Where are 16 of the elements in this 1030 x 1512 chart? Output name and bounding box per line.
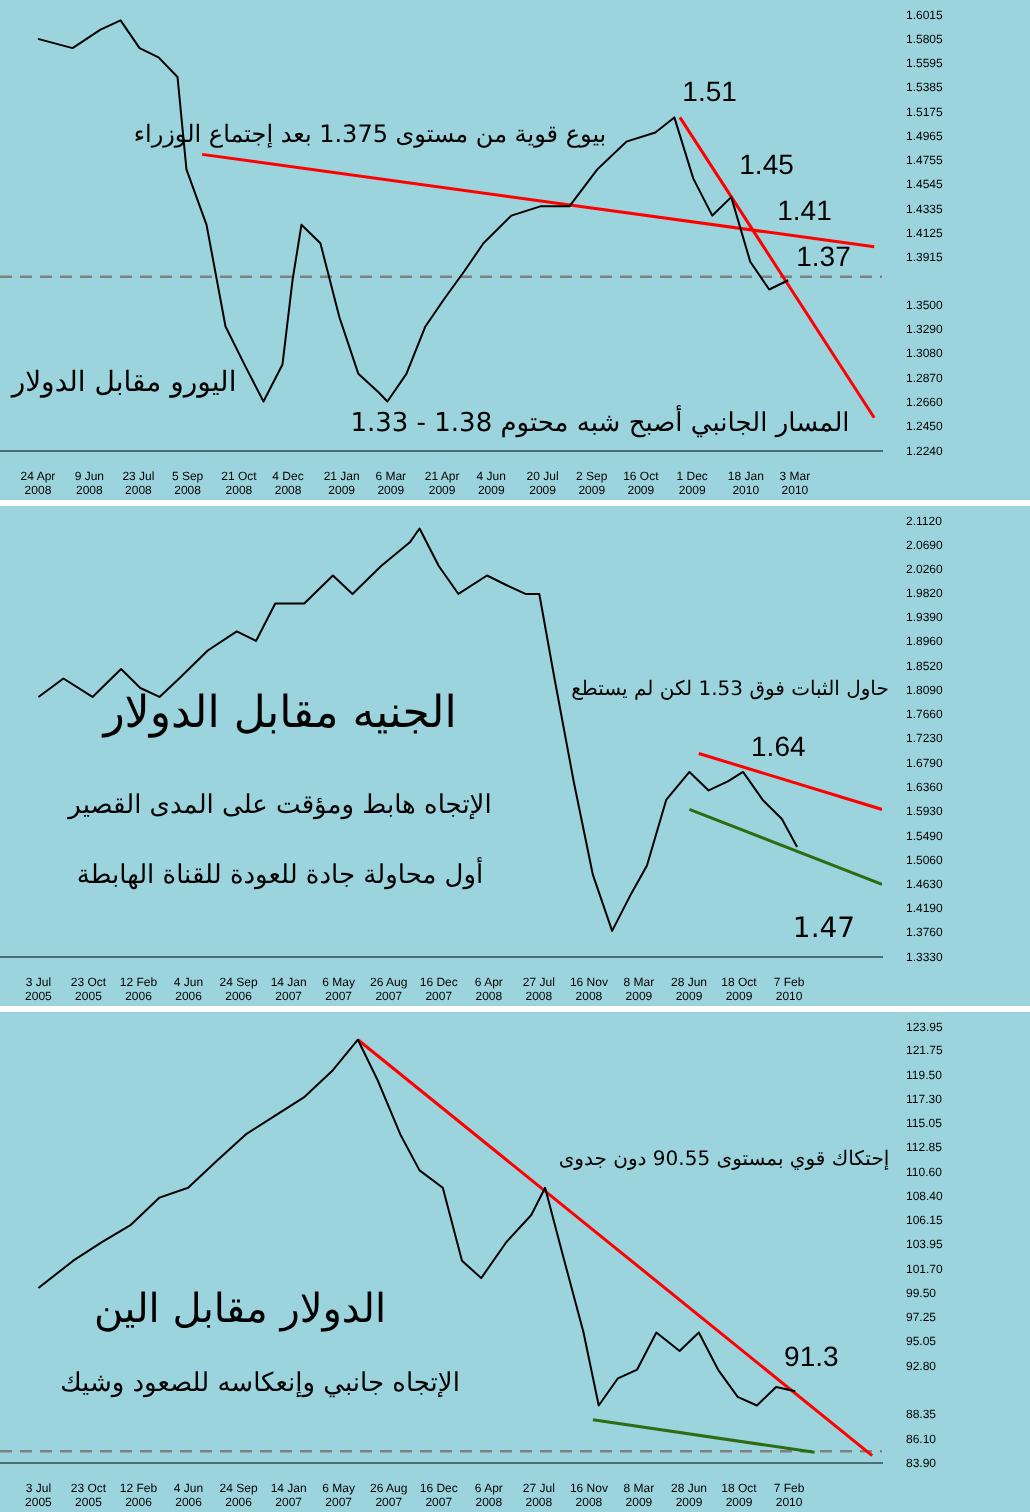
annotation: 1.41 [777, 194, 833, 227]
text: الدولار مقابل الين [93, 1284, 387, 1333]
annotation: 1.47 [792, 913, 856, 946]
annotation: 1.45 [739, 147, 795, 180]
annotation: 1.64 [751, 729, 806, 762]
annotation: حاول الثبات فوق 1.53 لكن لم يستطع [571, 679, 889, 702]
annotation: المسار الجانبي أصبح شبه محتوم 1.38 - 1.33 [350, 404, 850, 439]
annotation: 91.3 [784, 1340, 840, 1373]
annotation: الإتجاه هابط ومؤقت على المدى القصير [66, 790, 492, 821]
annotation: أول محاولة جادة للعودة للقناة الهابطة [76, 856, 484, 891]
annotation: 1.51 [682, 75, 738, 108]
annotation: الإتجاه جانبي وإنعكاسه للصعود وشيك [60, 1368, 460, 1399]
text: الجنيه مقابل الدولار [101, 689, 457, 740]
text: اليورو مقابل الدولار [9, 367, 237, 400]
annotation: إحتكاك قوي بمستوى 90.55 دون جدوى [558, 1149, 890, 1172]
annotation: 1.37 [796, 240, 852, 273]
